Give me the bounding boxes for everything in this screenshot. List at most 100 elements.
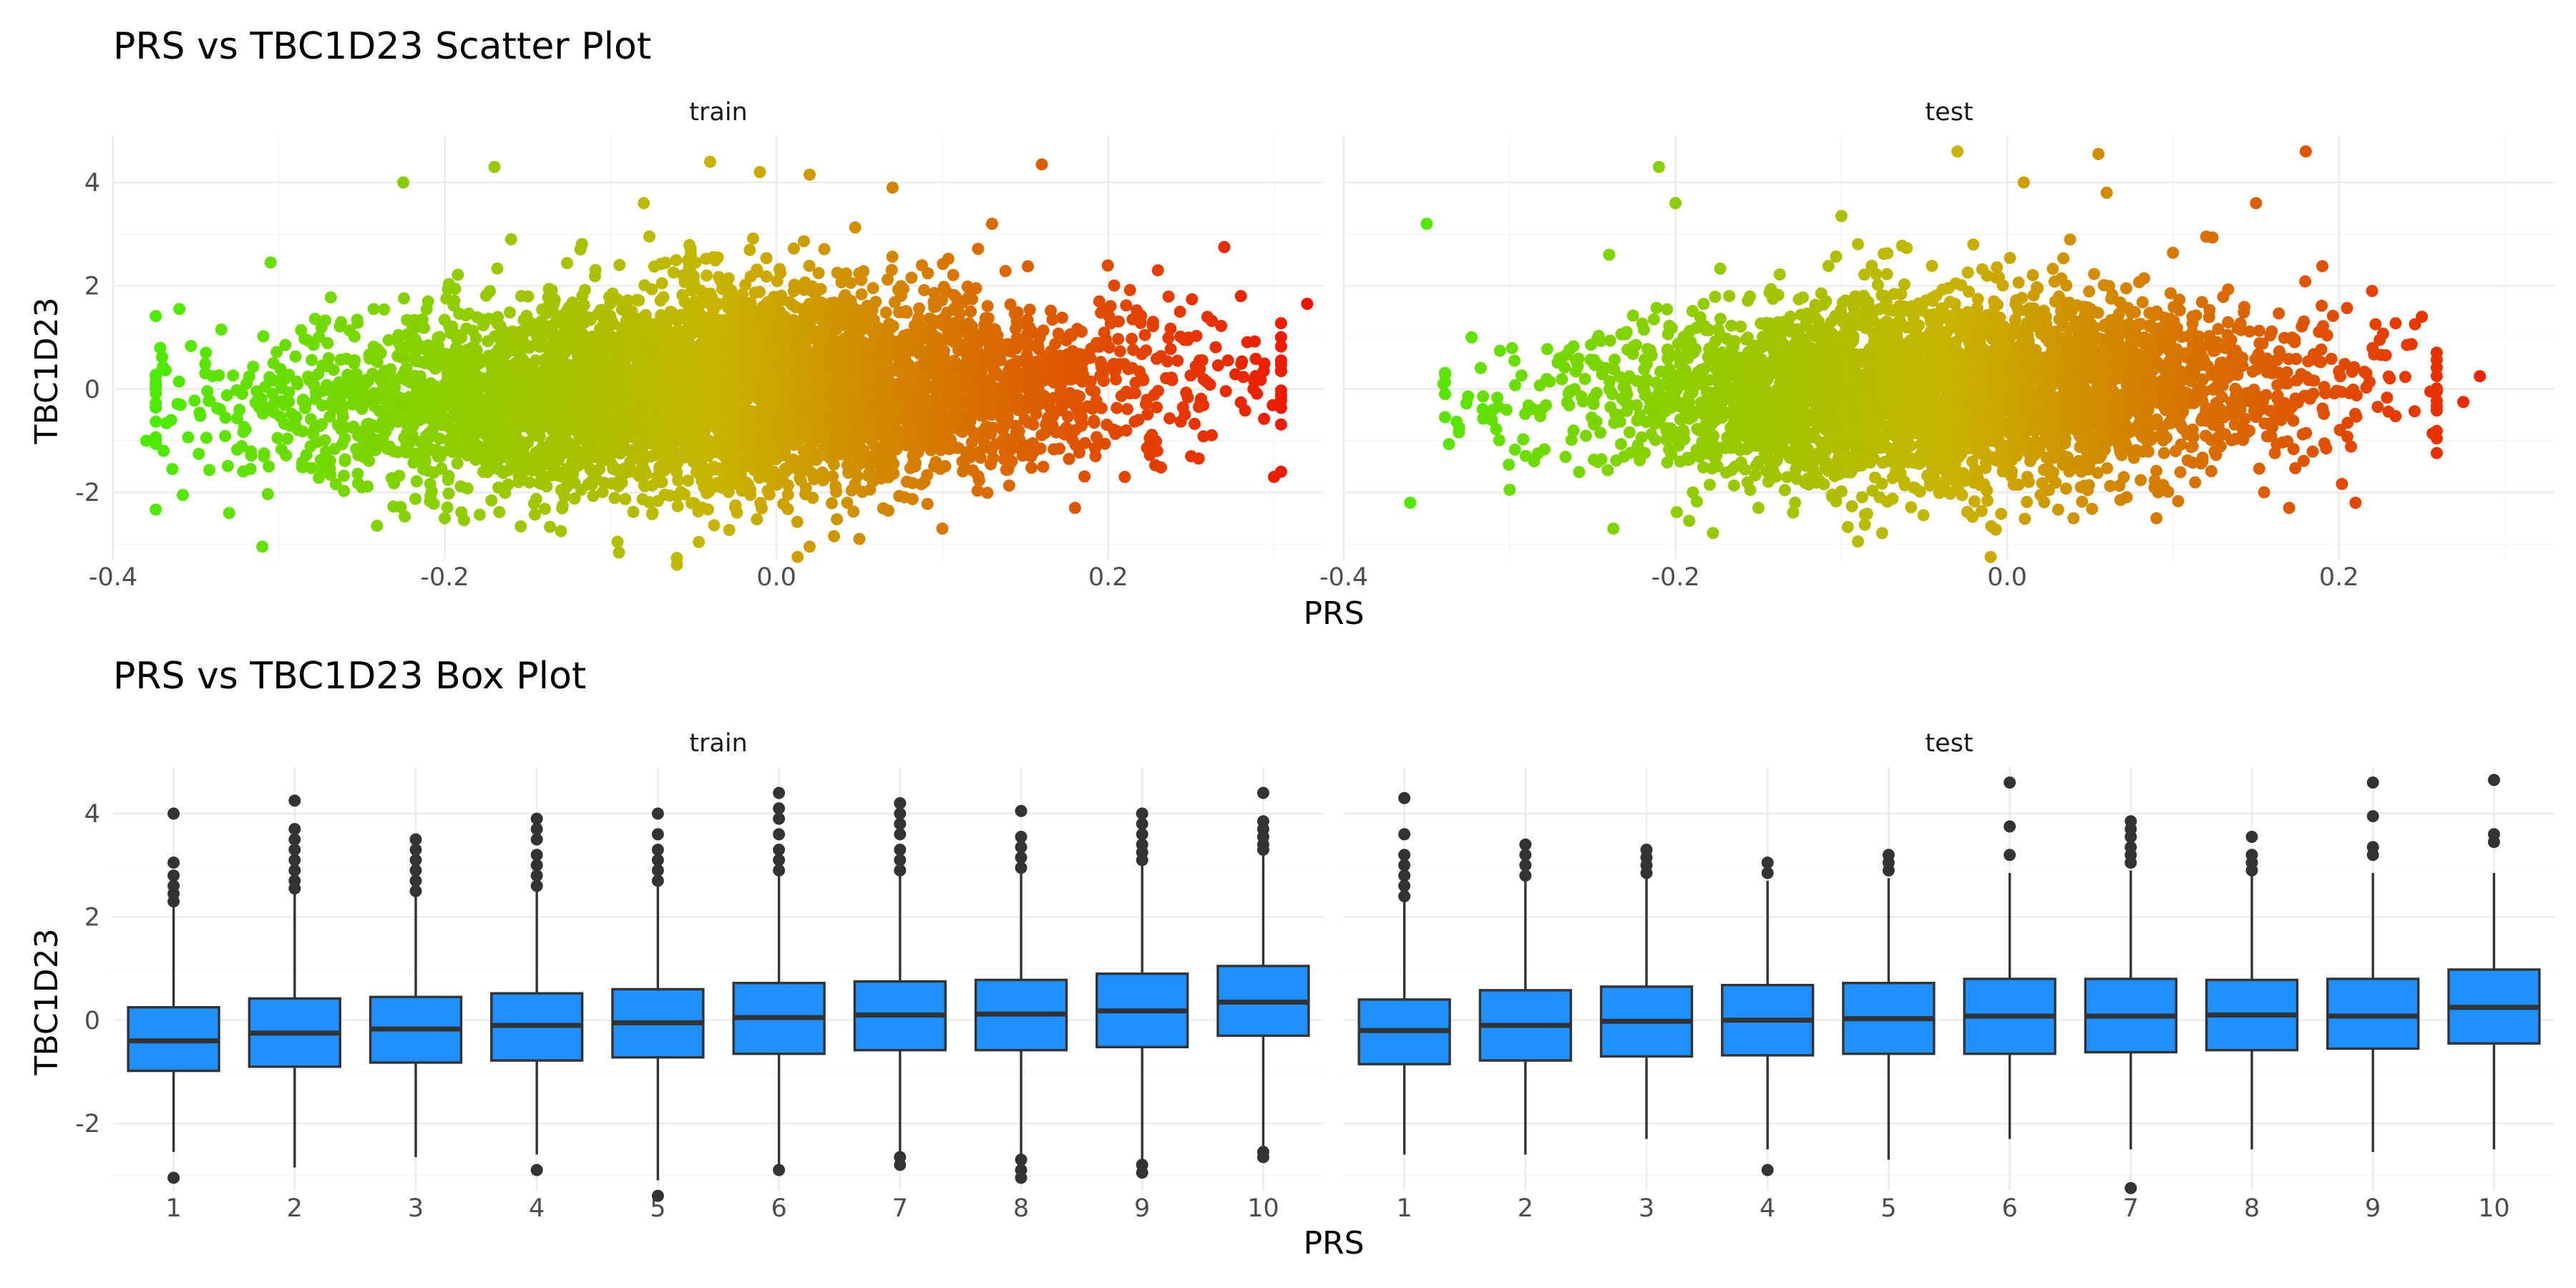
scatter-point bbox=[461, 449, 474, 462]
scatter-point bbox=[608, 395, 620, 407]
scatter-point bbox=[192, 447, 205, 460]
scatter-point bbox=[479, 456, 492, 469]
scatter-point bbox=[828, 530, 841, 542]
scatter-point bbox=[482, 377, 494, 390]
scatter-point bbox=[683, 239, 696, 251]
scatter-point bbox=[1221, 354, 1234, 367]
scatter-point bbox=[398, 292, 410, 305]
scatter-point bbox=[219, 411, 232, 424]
scatter-point bbox=[702, 503, 714, 516]
scatter-point bbox=[797, 235, 810, 248]
scatter-point bbox=[824, 360, 837, 373]
scatter-cloud-train bbox=[150, 221, 1287, 565]
scatter-point bbox=[547, 465, 560, 478]
scatter-point bbox=[271, 431, 284, 444]
scatter-point bbox=[915, 259, 928, 272]
box-title: PRS vs TBC1D23 Box Plot bbox=[113, 655, 586, 698]
scatter-point bbox=[1093, 295, 1106, 308]
scatter-point bbox=[615, 303, 628, 316]
scatter-point bbox=[654, 333, 667, 346]
scatter-point bbox=[453, 307, 466, 320]
scatter-point bbox=[1016, 449, 1029, 462]
scatter-point bbox=[296, 461, 308, 474]
scatter-point bbox=[177, 489, 189, 502]
scatter-point bbox=[333, 320, 346, 333]
scatter-point bbox=[1038, 426, 1051, 439]
scatter-point bbox=[972, 470, 985, 483]
scatter-point bbox=[230, 443, 243, 456]
scatter-strip-train: train bbox=[689, 98, 747, 127]
scatter-point bbox=[608, 492, 621, 504]
scatter-point bbox=[542, 283, 555, 296]
scatter-point bbox=[844, 276, 857, 289]
scatter-title: PRS vs TBC1D23 Scatter Plot bbox=[113, 25, 651, 68]
scatter-point bbox=[1152, 384, 1164, 397]
scatter-point bbox=[1049, 338, 1062, 351]
scatter-point bbox=[302, 334, 315, 347]
scatter-point bbox=[435, 462, 448, 475]
scatter-point bbox=[475, 356, 488, 369]
scatter-point bbox=[438, 313, 451, 326]
scatter-point bbox=[957, 465, 970, 478]
scatter-point bbox=[991, 337, 1004, 350]
scatter-point bbox=[511, 342, 524, 355]
scatter-point bbox=[691, 466, 703, 479]
scatter-point bbox=[1274, 418, 1287, 431]
scatter-point bbox=[889, 296, 901, 308]
scatter-point bbox=[888, 415, 901, 428]
scatter-point bbox=[1094, 356, 1107, 369]
scatter-point bbox=[1236, 355, 1249, 368]
scatter-point bbox=[1029, 395, 1042, 408]
scatter-point bbox=[1086, 402, 1099, 415]
scatter-point bbox=[156, 351, 168, 364]
scatter-point bbox=[775, 293, 788, 306]
scatter-point bbox=[1274, 317, 1287, 330]
scatter-point bbox=[157, 444, 170, 457]
scatter-point bbox=[656, 346, 669, 359]
scatter-point bbox=[227, 369, 240, 382]
scatter-point bbox=[268, 406, 280, 419]
scatter-point bbox=[900, 306, 913, 319]
scatter-point bbox=[1121, 403, 1133, 416]
scatter-point bbox=[530, 446, 542, 459]
scatter-point bbox=[174, 399, 187, 411]
scatter-point bbox=[1042, 411, 1055, 424]
scatter-point bbox=[646, 479, 659, 492]
scatter-point bbox=[215, 323, 228, 336]
scatter-y-tick: -2 bbox=[75, 479, 100, 507]
scatter-point bbox=[527, 497, 540, 510]
scatter-point bbox=[150, 310, 162, 323]
scatter-point bbox=[442, 487, 455, 500]
scatter-point bbox=[711, 477, 723, 489]
scatter-point bbox=[971, 484, 984, 497]
scatter-point bbox=[774, 266, 787, 279]
scatter-point bbox=[1088, 414, 1101, 427]
scatter-point bbox=[658, 488, 671, 501]
scatter-point bbox=[1164, 343, 1177, 356]
scatter-point bbox=[879, 437, 892, 449]
scatter-point bbox=[351, 467, 364, 480]
scatter-point bbox=[154, 341, 167, 354]
scatter-point bbox=[577, 377, 590, 390]
scatter-point bbox=[524, 340, 537, 353]
scatter-point bbox=[972, 243, 985, 255]
scatter-point bbox=[200, 431, 213, 444]
scatter-point bbox=[457, 401, 469, 414]
scatter-point bbox=[1162, 331, 1175, 344]
scatter-point bbox=[751, 513, 763, 526]
scatter-point bbox=[828, 296, 841, 309]
scatter-point bbox=[270, 346, 283, 358]
scatter-point bbox=[831, 513, 844, 526]
scatter-point bbox=[406, 321, 419, 333]
scatter-point bbox=[947, 268, 960, 281]
scatter-point bbox=[203, 464, 216, 477]
scatter-point bbox=[261, 488, 274, 500]
scatter-point bbox=[1002, 479, 1015, 492]
scatter-point bbox=[1126, 333, 1138, 345]
scatter-point bbox=[697, 439, 709, 452]
scatter-point bbox=[319, 314, 332, 327]
scatter-point bbox=[366, 442, 379, 455]
scatter-point bbox=[476, 421, 489, 433]
